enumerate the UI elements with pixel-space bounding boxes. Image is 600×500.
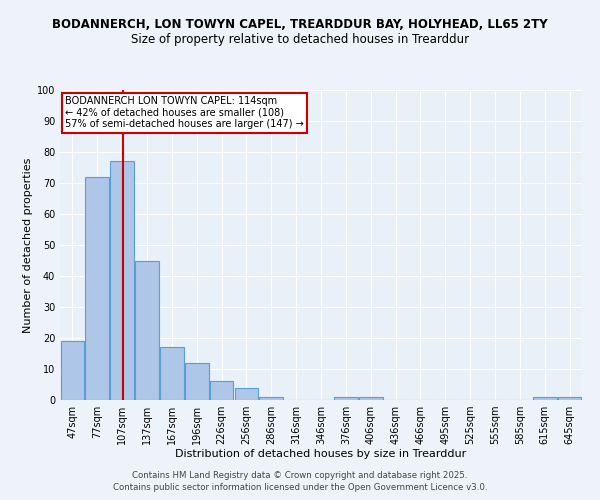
Text: BODANNERCH LON TOWYN CAPEL: 114sqm
← 42% of detached houses are smaller (108)
57: BODANNERCH LON TOWYN CAPEL: 114sqm ← 42%… — [65, 96, 304, 130]
Bar — [235, 388, 258, 400]
Y-axis label: Number of detached properties: Number of detached properties — [23, 158, 32, 332]
Bar — [110, 162, 134, 400]
Bar — [160, 348, 184, 400]
Bar — [558, 397, 581, 400]
Text: Contains HM Land Registry data © Crown copyright and database right 2025.: Contains HM Land Registry data © Crown c… — [132, 471, 468, 480]
Text: Size of property relative to detached houses in Trearddur: Size of property relative to detached ho… — [131, 32, 469, 46]
Bar — [359, 397, 383, 400]
Bar — [210, 382, 233, 400]
Bar — [61, 341, 84, 400]
Bar — [185, 363, 209, 400]
Bar — [135, 260, 159, 400]
Bar — [334, 397, 358, 400]
Bar — [533, 397, 557, 400]
Text: Contains public sector information licensed under the Open Government Licence v3: Contains public sector information licen… — [113, 484, 487, 492]
Text: BODANNERCH, LON TOWYN CAPEL, TREARDDUR BAY, HOLYHEAD, LL65 2TY: BODANNERCH, LON TOWYN CAPEL, TREARDDUR B… — [52, 18, 548, 30]
X-axis label: Distribution of detached houses by size in Trearddur: Distribution of detached houses by size … — [175, 448, 467, 458]
Bar — [259, 397, 283, 400]
Bar — [85, 177, 109, 400]
